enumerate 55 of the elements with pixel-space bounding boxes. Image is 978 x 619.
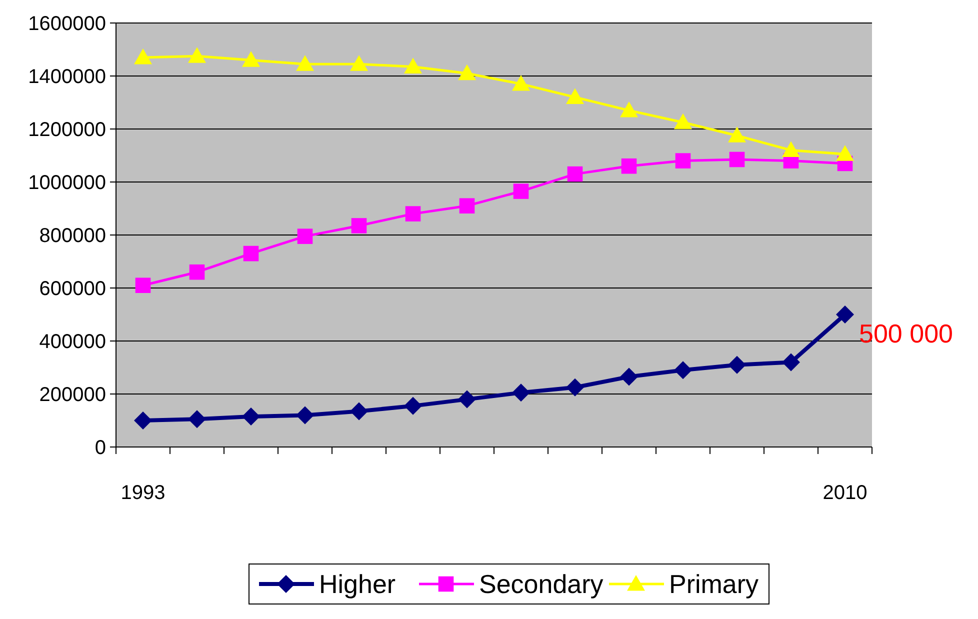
point — [674, 113, 692, 130]
point — [135, 278, 151, 293]
point — [782, 141, 800, 157]
point — [458, 390, 476, 408]
point — [620, 101, 638, 118]
point — [296, 406, 314, 424]
point — [242, 51, 260, 67]
point — [512, 384, 530, 402]
point — [728, 126, 746, 142]
point — [836, 145, 854, 161]
point — [567, 166, 583, 182]
y-tick-label: 200000 — [39, 384, 106, 406]
point — [350, 55, 368, 71]
point — [243, 246, 259, 262]
point — [350, 402, 368, 420]
legend-label: Primary — [669, 569, 759, 600]
point — [188, 47, 206, 63]
point — [728, 356, 746, 374]
point — [351, 218, 367, 234]
point — [512, 74, 530, 91]
y-tick-label: 0 — [94, 437, 106, 459]
point — [621, 158, 637, 174]
point — [134, 412, 152, 430]
point — [566, 378, 584, 396]
legend-label: Secondary — [479, 569, 604, 600]
annotation: 500 000 — [859, 318, 953, 348]
x-tick-label: 1993 — [120, 482, 166, 504]
point — [675, 153, 691, 168]
point — [189, 264, 205, 280]
point — [566, 88, 584, 104]
y-tick-label: 400000 — [39, 331, 106, 353]
y-tick-label: 800000 — [39, 225, 106, 247]
point — [674, 361, 692, 380]
y-tick-label: 1400000 — [28, 66, 106, 88]
point — [134, 48, 152, 64]
point — [459, 198, 475, 214]
point — [296, 55, 314, 71]
point — [729, 152, 745, 168]
point — [458, 64, 476, 80]
point — [297, 228, 313, 244]
point — [188, 410, 206, 428]
legend-label: Higher — [319, 569, 396, 600]
y-tick-label: 600000 — [39, 278, 106, 300]
point — [782, 353, 800, 372]
y-tick-label: 1600000 — [28, 13, 106, 35]
point — [405, 206, 421, 222]
point — [620, 368, 638, 386]
point — [513, 184, 529, 199]
point — [242, 408, 260, 426]
point — [836, 306, 854, 324]
y-tick-label: 1000000 — [28, 172, 106, 194]
point — [404, 396, 422, 415]
x-tick-label: 2010 — [822, 482, 868, 504]
point — [404, 58, 422, 74]
y-tick-label: 1200000 — [28, 119, 106, 141]
